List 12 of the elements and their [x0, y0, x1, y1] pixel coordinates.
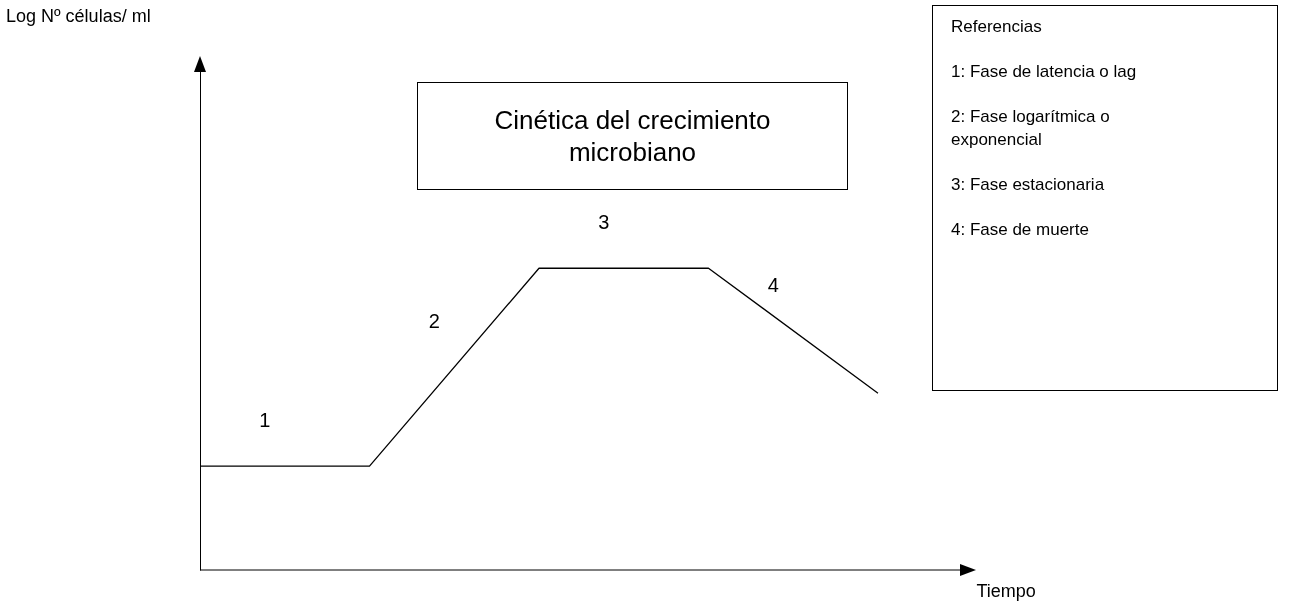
- chart-title: Cinética del crecimiento microbiano: [493, 103, 772, 169]
- x-axis-title: Tiempo: [976, 580, 1036, 601]
- text: 3: [598, 211, 610, 234]
- annotation: 2: [428, 310, 440, 333]
- annotation: 4: [767, 273, 779, 296]
- text: Referencias: [951, 16, 1043, 38]
- text: 3: Fase estacionaria: [951, 173, 1106, 196]
- annotation: 1: [259, 409, 271, 432]
- text: Log Nº células/ ml: [6, 6, 151, 27]
- text: 1: Fase de latencia o lag: [951, 60, 1138, 83]
- text: 2: Fase logarítmica o exponencial: [951, 105, 1111, 151]
- text: 4: Fase de muerte: [951, 218, 1090, 241]
